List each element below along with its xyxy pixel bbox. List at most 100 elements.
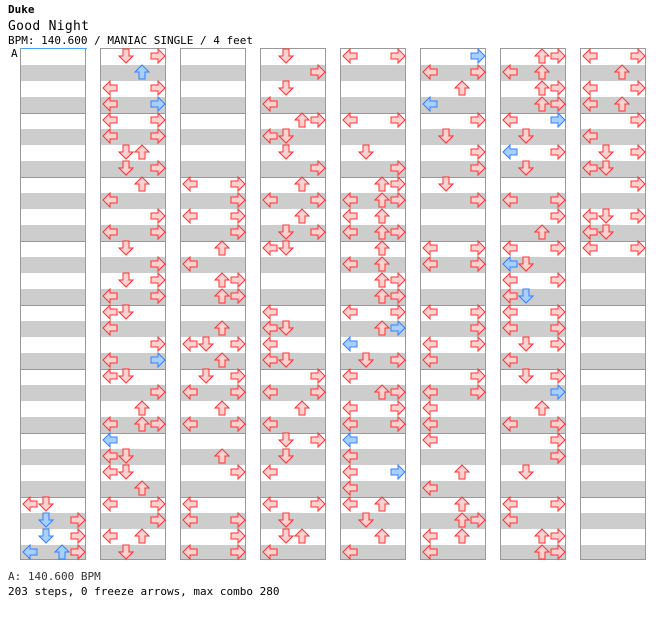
- right-arrow-icon: [150, 512, 166, 528]
- measure-line: [101, 433, 165, 434]
- right-arrow-icon: [230, 272, 246, 288]
- left-arrow-icon: [502, 240, 518, 256]
- measure-line: [21, 369, 85, 370]
- left-arrow-icon: [582, 80, 598, 96]
- right-arrow-icon: [550, 112, 566, 128]
- left-arrow-icon: [582, 160, 598, 176]
- measure-line: [101, 113, 165, 114]
- left-arrow-icon: [102, 128, 118, 144]
- measure-line: [581, 305, 645, 306]
- measure-line: [341, 497, 405, 498]
- right-arrow-icon: [390, 464, 406, 480]
- measure-line: [421, 305, 485, 306]
- up-arrow-icon: [214, 400, 230, 416]
- right-arrow-icon: [550, 304, 566, 320]
- up-arrow-icon: [534, 224, 550, 240]
- up-arrow-icon: [454, 80, 470, 96]
- left-arrow-icon: [342, 480, 358, 496]
- down-arrow-icon: [278, 448, 294, 464]
- down-arrow-icon: [118, 368, 134, 384]
- right-arrow-icon: [550, 368, 566, 384]
- right-arrow-icon: [390, 272, 406, 288]
- right-arrow-icon: [550, 496, 566, 512]
- down-arrow-icon: [38, 496, 54, 512]
- measure-line: [581, 241, 645, 242]
- right-arrow-icon: [470, 368, 486, 384]
- left-arrow-icon: [102, 112, 118, 128]
- right-arrow-icon: [630, 144, 646, 160]
- down-arrow-icon: [38, 528, 54, 544]
- measure-line: [181, 433, 245, 434]
- right-arrow-icon: [310, 192, 326, 208]
- down-arrow-icon: [598, 160, 614, 176]
- left-arrow-icon: [342, 464, 358, 480]
- right-arrow-icon: [230, 464, 246, 480]
- left-arrow-icon: [342, 48, 358, 64]
- left-arrow-icon: [502, 112, 518, 128]
- down-arrow-icon: [278, 528, 294, 544]
- measure-line: [341, 241, 405, 242]
- up-arrow-icon: [374, 176, 390, 192]
- up-arrow-icon: [374, 528, 390, 544]
- measure-line: [501, 369, 565, 370]
- right-arrow-icon: [630, 112, 646, 128]
- down-arrow-icon: [198, 368, 214, 384]
- measure-line: [181, 497, 245, 498]
- left-arrow-icon: [262, 128, 278, 144]
- right-arrow-icon: [630, 240, 646, 256]
- right-arrow-icon: [470, 144, 486, 160]
- measure-line: [421, 433, 485, 434]
- left-arrow-icon: [262, 384, 278, 400]
- right-arrow-icon: [70, 544, 86, 560]
- measure-line: [501, 497, 565, 498]
- left-arrow-icon: [342, 192, 358, 208]
- measure-line: [341, 369, 405, 370]
- left-arrow-icon: [102, 416, 118, 432]
- left-arrow-icon: [422, 352, 438, 368]
- left-arrow-icon: [262, 416, 278, 432]
- left-arrow-icon: [422, 432, 438, 448]
- right-arrow-icon: [470, 304, 486, 320]
- left-arrow-icon: [262, 304, 278, 320]
- right-arrow-icon: [550, 432, 566, 448]
- right-arrow-icon: [150, 256, 166, 272]
- measure-line: [421, 241, 485, 242]
- left-arrow-icon: [182, 512, 198, 528]
- measure-line: [501, 113, 565, 114]
- right-arrow-icon: [470, 160, 486, 176]
- bpm-summary: A: 140.600 BPM: [8, 570, 101, 583]
- up-arrow-icon: [214, 288, 230, 304]
- measure-line: [181, 369, 245, 370]
- right-arrow-icon: [550, 208, 566, 224]
- measure-line: [181, 113, 245, 114]
- left-arrow-icon: [262, 352, 278, 368]
- right-arrow-icon: [630, 176, 646, 192]
- right-arrow-icon: [230, 288, 246, 304]
- right-arrow-icon: [470, 48, 486, 64]
- measure-line: [181, 241, 245, 242]
- up-arrow-icon: [294, 176, 310, 192]
- down-arrow-icon: [438, 176, 454, 192]
- chart-column-3: [180, 48, 246, 560]
- measure-line: [101, 241, 165, 242]
- left-arrow-icon: [422, 336, 438, 352]
- right-arrow-icon: [390, 224, 406, 240]
- right-arrow-icon: [310, 432, 326, 448]
- right-arrow-icon: [630, 80, 646, 96]
- left-arrow-icon: [262, 240, 278, 256]
- down-arrow-icon: [278, 432, 294, 448]
- up-arrow-icon: [534, 48, 550, 64]
- left-arrow-icon: [262, 336, 278, 352]
- measure-line: [181, 177, 245, 178]
- down-arrow-icon: [598, 144, 614, 160]
- step-stats: 203 steps, 0 freeze arrows, max combo 28…: [8, 585, 280, 598]
- right-arrow-icon: [230, 512, 246, 528]
- right-arrow-icon: [550, 272, 566, 288]
- left-arrow-icon: [182, 208, 198, 224]
- right-arrow-icon: [390, 192, 406, 208]
- left-arrow-icon: [342, 208, 358, 224]
- right-arrow-icon: [550, 192, 566, 208]
- left-arrow-icon: [502, 352, 518, 368]
- right-arrow-icon: [150, 128, 166, 144]
- measure-line: [261, 177, 325, 178]
